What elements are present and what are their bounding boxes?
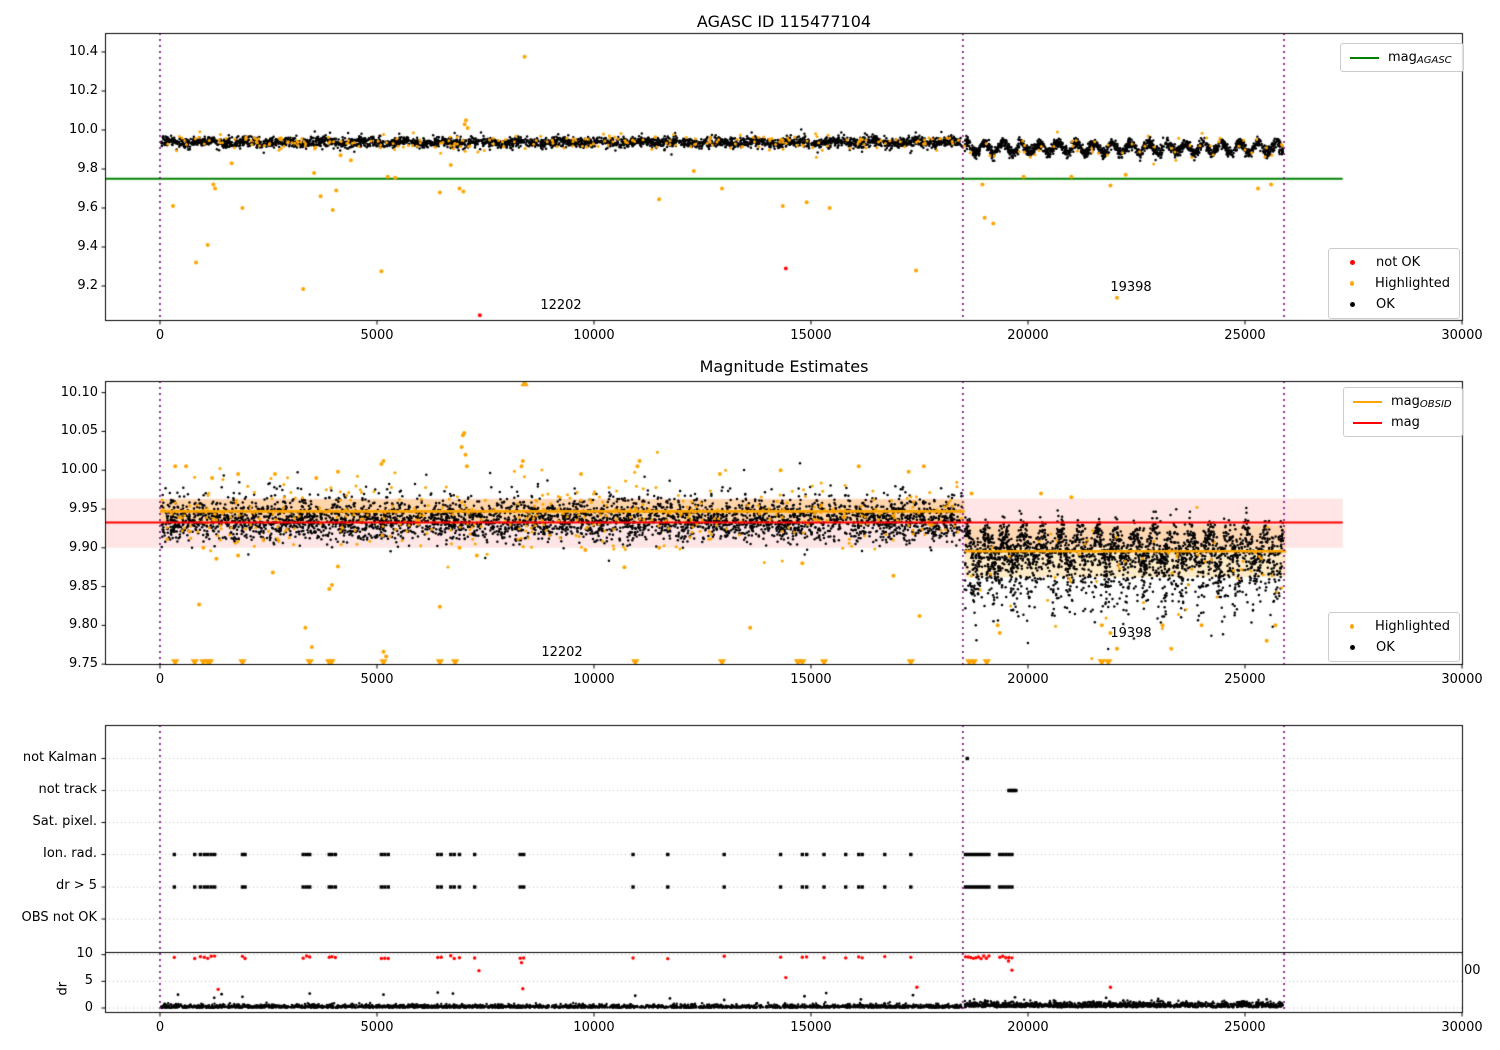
ok-dot-swatch <box>1350 302 1355 307</box>
obsid-annotation-12202-top: 12202 <box>540 298 582 313</box>
legend-entry: Highlighted <box>1338 616 1450 637</box>
y-tick-label: 10.2 <box>69 82 98 98</box>
mag-obsid-line-swatch <box>1353 400 1382 403</box>
x-tick-label: 10000 <box>573 328 615 343</box>
y-tick-label: 9.85 <box>69 578 98 594</box>
x-tick-label: 25000 <box>1224 1020 1266 1035</box>
flag-label-dr-gt-5: dr > 5 <box>55 878 97 893</box>
legend-label: OK <box>1376 297 1395 312</box>
flag-label-not-kalman: not Kalman <box>22 750 97 765</box>
legend-label: magOBSID <box>1391 393 1452 410</box>
x-tick-label: 0 <box>155 672 165 687</box>
flag-label-sat-pixel: Sat. pixel. <box>32 814 97 829</box>
x-tick-label: 5000 <box>360 328 394 343</box>
y-tick-label: 10.4 <box>69 43 98 59</box>
y-tick-label: 10.05 <box>60 423 98 439</box>
middle-panel-title: Magnitude Estimates <box>699 357 869 376</box>
legend-label: Highlighted <box>1375 276 1450 291</box>
dr-tick-5: 5 <box>84 973 93 988</box>
x-tick-label: 0 <box>155 328 165 343</box>
dr-axis-label: dr <box>55 981 71 996</box>
x-tick-label: 20000 <box>1007 328 1049 343</box>
y-tick-label: 9.6 <box>77 199 98 215</box>
ok-dot-swatch <box>1350 645 1355 650</box>
legend-entry: magOBSID <box>1353 391 1453 412</box>
highlighted-dot-swatch <box>1350 281 1355 286</box>
legend-point-classes-middle: Highlighted OK <box>1328 612 1460 662</box>
x-tick-label: 5000 <box>360 672 394 687</box>
legend-label: magAGASC <box>1388 49 1452 66</box>
dr-tick-0: 0 <box>84 1000 93 1015</box>
x-tick-label: 15000 <box>790 672 832 687</box>
y-tick-label: 9.90 <box>69 539 98 555</box>
x-tick-label: 10000 <box>573 1020 615 1035</box>
legend-mag-agasc: magAGASC <box>1340 43 1464 72</box>
legend-entry: Highlighted <box>1338 273 1450 294</box>
x-tick-label: 30000 <box>1441 328 1483 343</box>
x-tick-label: 20000 <box>1007 1020 1049 1035</box>
x-tick-label: 15000 <box>790 1020 832 1035</box>
not-ok-dot-swatch <box>1350 260 1355 265</box>
obsid-annotation-19398-top: 19398 <box>1110 280 1152 295</box>
legend-point-classes-top: not OK Highlighted OK <box>1328 248 1460 319</box>
x-tick-label: 25000 <box>1224 672 1266 687</box>
legend-entry: OK <box>1338 294 1450 315</box>
flag-label-not-track: not track <box>38 782 97 797</box>
y-tick-label: 10.10 <box>60 384 98 400</box>
legend-label: mag <box>1391 414 1420 430</box>
highlighted-dot-swatch <box>1350 624 1355 629</box>
dr-tick-10: 10 <box>76 946 93 961</box>
obsid-annotation-19398-middle: 19398 <box>1110 626 1152 641</box>
x-tick-label: 5000 <box>360 1020 394 1035</box>
x-tick-label: 25000 <box>1224 328 1266 343</box>
x-tick-label: 0 <box>155 1020 165 1035</box>
legend-entry: mag <box>1353 412 1453 433</box>
top-panel-title: AGASC ID 115477104 <box>696 12 872 31</box>
y-tick-label: 10.0 <box>69 121 98 137</box>
legend-label: OK <box>1376 640 1395 655</box>
x-tick-label: 10000 <box>573 672 615 687</box>
clipped-tick-text: 00 <box>1464 963 1481 978</box>
legend-mag-lines: magOBSID mag <box>1343 387 1463 437</box>
legend-label: Highlighted <box>1375 619 1450 634</box>
x-tick-label: 15000 <box>790 328 832 343</box>
legend-entry: OK <box>1338 637 1450 658</box>
y-tick-label: 9.80 <box>69 617 98 633</box>
flag-label-obs-not-ok: OBS not OK <box>21 910 98 925</box>
legend-entry: magAGASC <box>1350 47 1454 68</box>
flag-label-ion-rad: Ion. rad. <box>43 846 97 861</box>
legend-label: not OK <box>1376 255 1421 270</box>
obsid-annotation-12202-middle: 12202 <box>541 645 583 660</box>
y-tick-label: 9.95 <box>69 500 98 516</box>
mag-line-swatch <box>1353 421 1382 424</box>
legend-entry: not OK <box>1338 252 1450 273</box>
y-tick-label: 9.2 <box>77 277 98 293</box>
y-tick-label: 9.4 <box>77 238 98 254</box>
y-tick-label: 9.8 <box>77 160 98 176</box>
y-tick-label: 9.75 <box>69 656 98 672</box>
x-tick-label: 30000 <box>1441 672 1483 687</box>
x-tick-label: 20000 <box>1007 672 1049 687</box>
y-tick-label: 10.00 <box>60 462 98 478</box>
mag-agasc-line-swatch <box>1350 56 1379 59</box>
x-tick-label: 30000 <box>1441 1020 1483 1035</box>
